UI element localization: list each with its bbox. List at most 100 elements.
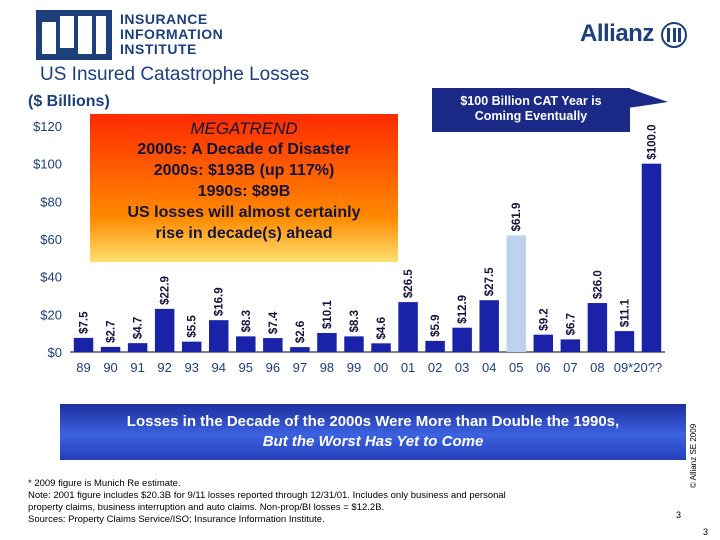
x-tick-label: 05 [509,360,523,375]
bar [533,334,554,352]
bar [560,339,581,352]
x-tick-label: 98 [320,360,334,375]
x-tick-label: 00 [374,360,388,375]
bar-value-label: $27.5 [484,267,496,296]
bar [236,336,256,352]
bar-value-label: $8.3 [349,310,361,332]
x-tick-label: 93 [184,360,198,375]
page-number-corner: 3 [703,527,709,537]
bar-value-label: $5.5 [187,315,199,338]
y-tick-label: $120 [33,119,62,134]
x-tick-label: 96 [266,360,280,375]
y-tick-label: $100 [33,157,62,172]
footnote-line-3: property claims, business interruption a… [28,502,385,513]
bar-value-label: $61.9 [511,203,523,232]
copyright-notice: © Allianz SE 2009 [689,423,698,488]
footnote-line-4: Sources: Property Claims Service/ISO; In… [28,514,325,525]
allianz-logo-text: Allianz [580,20,654,47]
x-tick-label: 91 [130,360,144,375]
bar-value-label: $4.6 [376,317,388,339]
y-tick-label: $60 [40,232,62,247]
megatrend-line-4: US losses will almost certainly [127,204,361,221]
bar [479,300,499,352]
bar [398,302,418,352]
x-tick-label: 06 [536,360,550,375]
x-tick-label: 03 [455,360,469,375]
bar-value-label: $2.7 [106,321,118,343]
copyright-text: © Allianz SE 2009 [689,423,698,488]
allianz-eagle-icon [661,22,687,48]
bar-value-label: $26.0 [592,270,604,299]
megatrend-line-5: rise in decade(s) ahead [155,225,333,242]
bar [344,336,364,352]
bar [506,235,526,352]
x-tick-label: 08 [590,360,604,375]
bar-value-label: $8.3 [241,310,253,332]
x-axis: 89 90 91 92 93 94 95 96 97 98 99 00 01 02 03 04 05 06 07 08… [76,360,662,375]
banner-line-1: Losses in the Decade of the 2000s Were M… [126,413,620,430]
bar [100,346,121,352]
bar-value-label: $5.9 [430,314,442,336]
y-tick-label: $0 [48,345,62,360]
bar [614,331,635,352]
x-tick-label: 94 [212,360,226,375]
x-tick-label: 09*20?? [614,360,662,375]
bar [73,337,94,352]
footnote: * 2009 figure is Munich Re estimate. Not… [28,478,648,526]
callout-line-2: Coming Eventually [474,109,588,123]
x-tick-label: 90 [103,360,117,375]
megatrend-line-1: 2000s: A Decade of Disaster [137,141,351,158]
bar-value-label: $7.5 [79,311,91,334]
megatrend-heading: MEGATREND [190,119,298,138]
bars: $7.5 $2.7 $4.7 $22.9 $5.5 $16.9 $8.3 $7.4 $2.6 $1… [73,124,662,352]
bar-value-label: $12.9 [457,295,469,324]
footnote-line-1: * 2009 figure is Munich Re estimate. [28,478,181,489]
x-tick-label: 04 [482,360,496,375]
bar-value-label: $22.9 [160,276,172,305]
x-tick-label: 07 [563,360,577,375]
bar-value-label: $9.2 [538,308,550,330]
bar-value-label: $6.7 [565,313,577,335]
x-tick-label: 92 [157,360,171,375]
megatrend-line-3: 1990s: $89B [197,183,291,200]
page-title: US Insured Catastrophe Losses [40,64,310,85]
x-tick-label: 99 [347,360,361,375]
bar [587,303,608,352]
bar [290,347,310,352]
bar [263,338,283,352]
banner-line-2: But the Worst Has Yet to Come [262,433,484,450]
bar [154,308,175,352]
x-tick-label: 02 [428,360,442,375]
summary-banner: Losses in the Decade of the 2000s Were M… [60,404,686,460]
bar-value-label: $10.1 [322,300,334,329]
page-number: 3 [676,510,682,520]
x-tick-label: 01 [401,360,415,375]
bar [425,340,445,352]
bar-value-label: $26.5 [403,269,415,298]
bar [127,343,148,352]
bar [371,343,391,352]
iii-logo: INSURANCE INFORMATION INSTITUTE [36,10,286,60]
iii-logo-line-3: INSTITUTE [120,41,197,57]
x-tick-label: 89 [76,360,90,375]
x-tick-label: 95 [239,360,253,375]
footnote-line-2: Note: 2001 figure includes $20.3B for 9/… [28,490,506,501]
cat-year-callout: $100 Billion CAT Year is Coming Eventual… [432,88,630,132]
bar [209,320,229,352]
iii-logo-mark-icon [36,10,112,60]
bar-value-label: $4.7 [133,317,145,339]
unit-label: ($ Billions) [28,93,110,110]
x-tick-label: 97 [293,360,307,375]
megatrend-box: MEGATREND 2000s: A Decade of Disaster 20… [90,114,398,262]
callout-pointer-icon [628,88,668,108]
megatrend-line-2: 2000s: $193B (up 117%) [153,162,335,179]
bar-value-label: $16.9 [214,287,226,316]
bar [641,163,662,352]
bar [181,341,202,352]
callout-line-1: $100 Billion CAT Year is [460,94,602,108]
bar [317,332,337,352]
iii-logo-line-1: INSURANCE [120,11,208,27]
y-tick-label: $40 [40,270,62,285]
bar-value-label: $11.1 [619,298,631,327]
bar-value-label: $2.6 [295,321,307,343]
